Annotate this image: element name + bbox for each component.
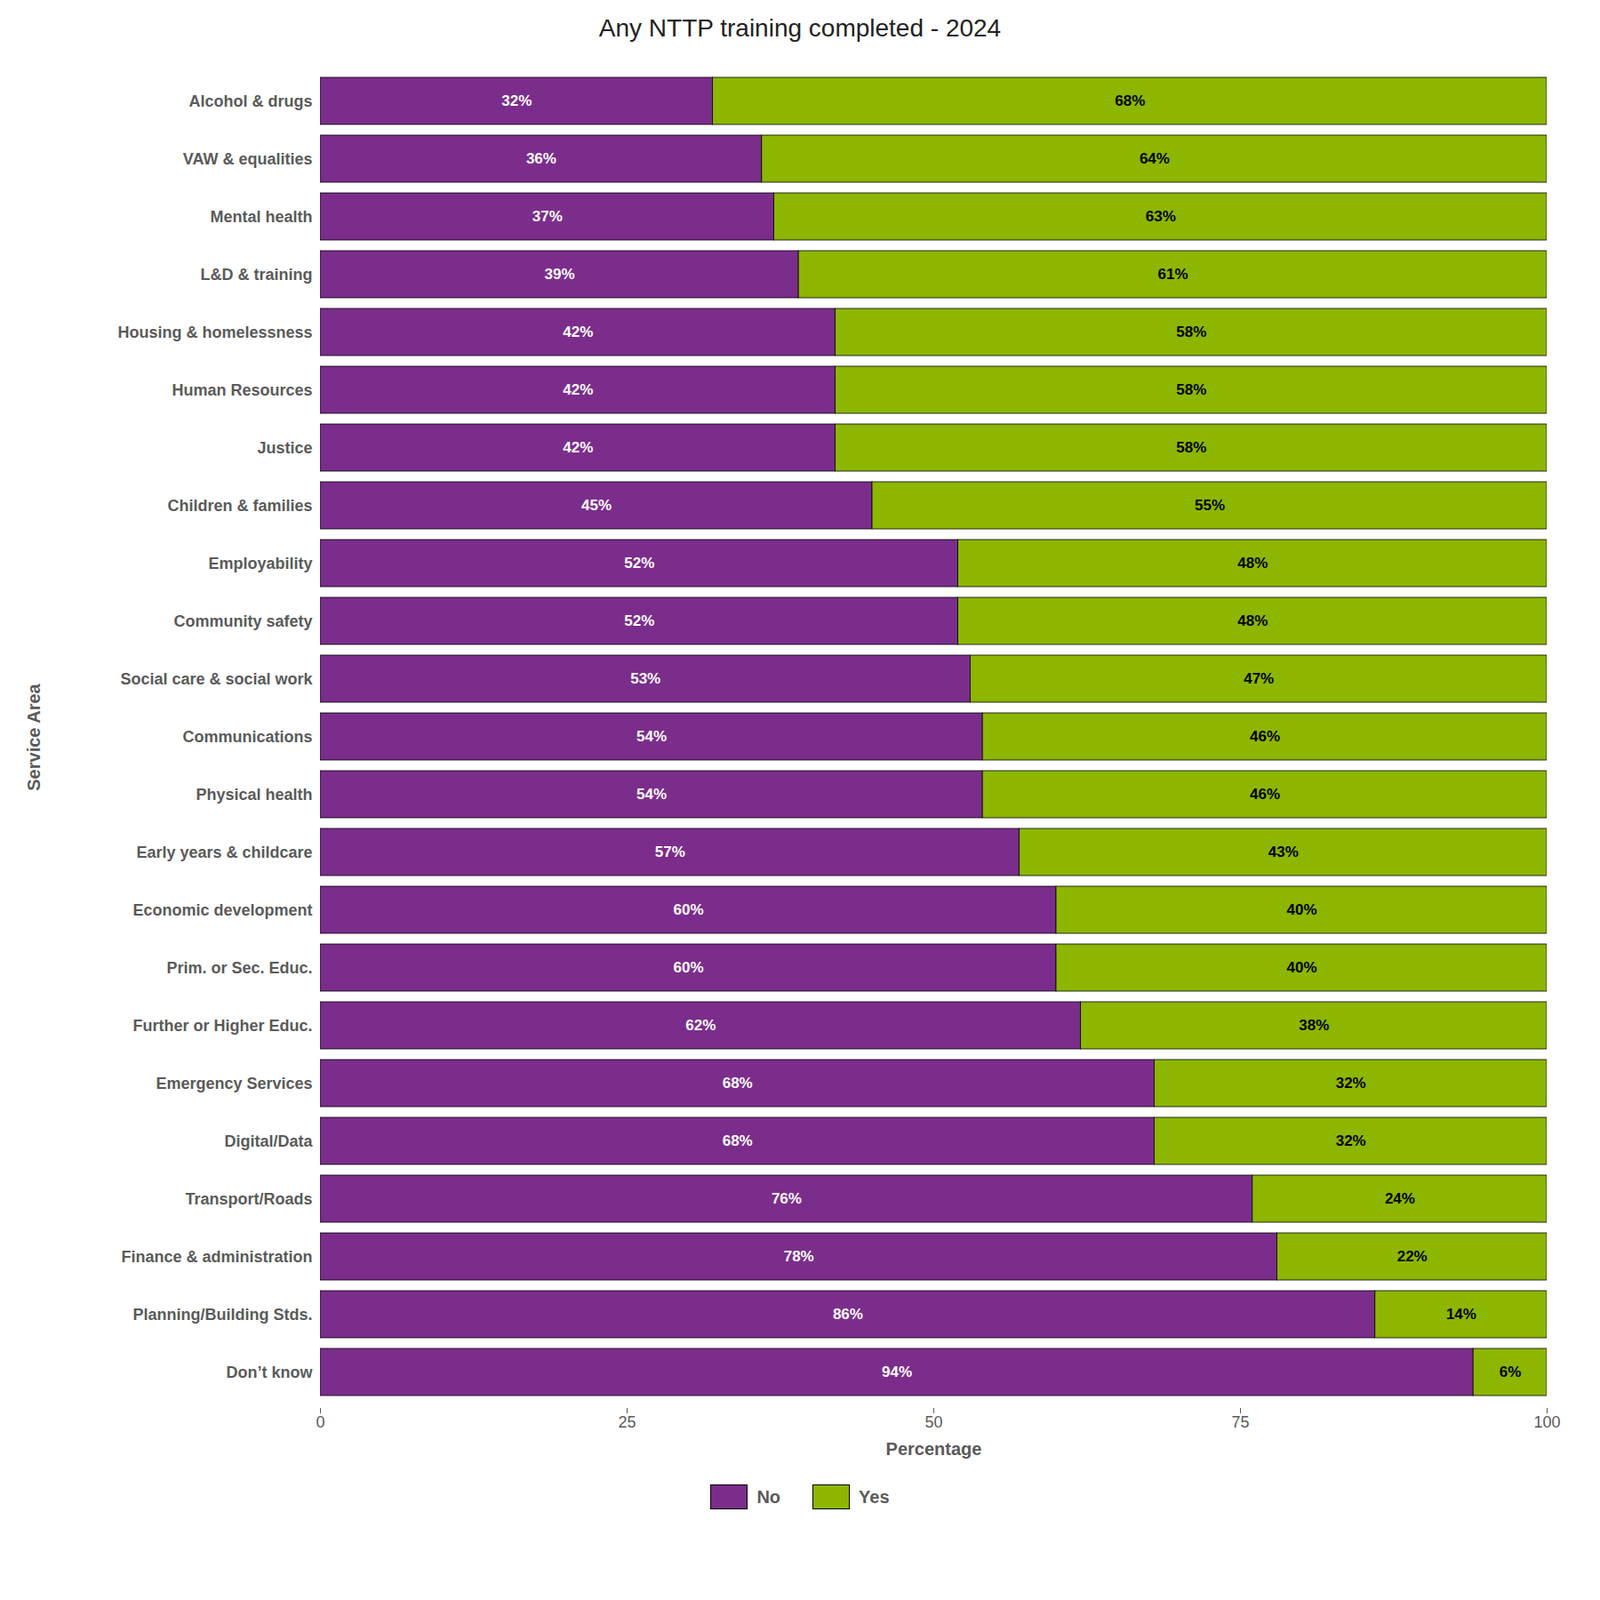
- svg-text:36%: 36%: [526, 150, 557, 168]
- svg-text:54%: 54%: [636, 785, 667, 803]
- svg-text:46%: 46%: [1249, 728, 1280, 745]
- svg-text:38%: 38%: [1298, 1016, 1329, 1034]
- svg-text:68%: 68%: [722, 1074, 753, 1092]
- svg-text:Communications: Communications: [182, 728, 312, 746]
- svg-text:24%: 24%: [1384, 1190, 1416, 1208]
- svg-text:Digital/Data: Digital/Data: [224, 1132, 313, 1151]
- svg-text:Early years & childcare: Early years & childcare: [136, 843, 312, 862]
- svg-text:39%: 39%: [544, 265, 576, 283]
- svg-text:Human Resources: Human Resources: [171, 381, 312, 400]
- svg-text:55%: 55%: [1194, 496, 1225, 514]
- svg-text:Prim. or Sec. Educ.: Prim. or Sec. Educ.: [166, 959, 312, 977]
- svg-text:75: 75: [1231, 1413, 1249, 1432]
- svg-text:62%: 62%: [685, 1016, 716, 1034]
- svg-text:Emergency Services: Emergency Services: [155, 1074, 312, 1093]
- svg-text:61%: 61%: [1158, 265, 1189, 283]
- svg-text:63%: 63%: [1145, 208, 1176, 225]
- svg-text:32%: 32%: [1336, 1074, 1367, 1092]
- svg-text:47%: 47%: [1243, 670, 1274, 688]
- svg-text:60%: 60%: [672, 959, 704, 976]
- svg-text:53%: 53%: [630, 670, 661, 688]
- svg-text:45%: 45%: [581, 496, 612, 514]
- svg-text:Children & families: Children & families: [167, 496, 312, 515]
- svg-text:76%: 76%: [771, 1190, 802, 1208]
- svg-text:86%: 86%: [832, 1305, 864, 1323]
- svg-text:37%: 37%: [532, 208, 563, 225]
- svg-text:48%: 48%: [1237, 554, 1268, 572]
- svg-text:Planning/Building Stds.: Planning/Building Stds.: [133, 1305, 313, 1324]
- svg-text:Finance & administration: Finance & administration: [120, 1248, 312, 1266]
- svg-text:42%: 42%: [562, 439, 593, 456]
- svg-text:100: 100: [1533, 1413, 1560, 1432]
- svg-text:32%: 32%: [501, 92, 532, 110]
- svg-text:Service Area: Service Area: [24, 682, 44, 791]
- svg-text:42%: 42%: [562, 381, 593, 399]
- svg-text:Community safety: Community safety: [173, 612, 312, 631]
- svg-text:68%: 68%: [722, 1132, 753, 1150]
- svg-text:Percentage: Percentage: [886, 1439, 983, 1459]
- svg-text:52%: 52%: [624, 612, 655, 630]
- svg-text:94%: 94%: [881, 1363, 912, 1381]
- svg-text:VAW & equalities: VAW & equalities: [183, 150, 313, 168]
- svg-text:64%: 64%: [1139, 150, 1170, 168]
- svg-text:32%: 32%: [1336, 1132, 1367, 1150]
- svg-text:60%: 60%: [672, 901, 704, 919]
- svg-text:Transport/Roads: Transport/Roads: [184, 1190, 312, 1208]
- svg-text:58%: 58%: [1176, 323, 1207, 341]
- svg-text:50: 50: [924, 1413, 943, 1432]
- svg-text:25: 25: [617, 1413, 636, 1432]
- html-text:No: No: [756, 1486, 781, 1507]
- svg-text:46%: 46%: [1249, 785, 1280, 803]
- svg-text:58%: 58%: [1176, 439, 1207, 456]
- svg-text:Employability: Employability: [208, 554, 312, 573]
- svg-text:Alcohol & drugs: Alcohol & drugs: [189, 92, 313, 111]
- svg-text:Don’t know: Don’t know: [226, 1363, 314, 1382]
- svg-text:48%: 48%: [1237, 612, 1268, 630]
- svg-text:Housing & homelessness: Housing & homelessness: [117, 323, 312, 342]
- html-text:Any NTTP training completed -: Any NTTP training completed - 2024: [598, 14, 1002, 42]
- svg-text:68%: 68%: [1114, 92, 1145, 110]
- svg-text:78%: 78%: [784, 1248, 815, 1265]
- svg-text:Social care & social work: Social care & social work: [120, 670, 313, 688]
- svg-text:Physical health: Physical health: [195, 785, 312, 804]
- svg-text:43%: 43%: [1268, 843, 1299, 861]
- svg-text:Mental health: Mental health: [209, 208, 312, 226]
- svg-text:0: 0: [315, 1413, 325, 1432]
- svg-text:Further or Higher Educ.: Further or Higher Educ.: [132, 1016, 312, 1035]
- svg-text:22%: 22%: [1397, 1248, 1428, 1265]
- svg-text:42%: 42%: [562, 323, 593, 341]
- svg-text:54%: 54%: [636, 728, 667, 745]
- svg-text:Justice: Justice: [256, 439, 312, 457]
- svg-text:40%: 40%: [1286, 959, 1317, 976]
- svg-text:6%: 6%: [1499, 1363, 1522, 1381]
- html-text:Yes: Yes: [858, 1486, 890, 1507]
- svg-text:57%: 57%: [655, 843, 686, 861]
- svg-text:14%: 14%: [1446, 1305, 1477, 1323]
- svg-text:52%: 52%: [624, 554, 655, 572]
- svg-text:58%: 58%: [1176, 381, 1207, 399]
- svg-text:L&D & training: L&D & training: [200, 265, 313, 284]
- svg-text:40%: 40%: [1286, 901, 1317, 919]
- svg-text:Economic development: Economic development: [132, 901, 312, 920]
